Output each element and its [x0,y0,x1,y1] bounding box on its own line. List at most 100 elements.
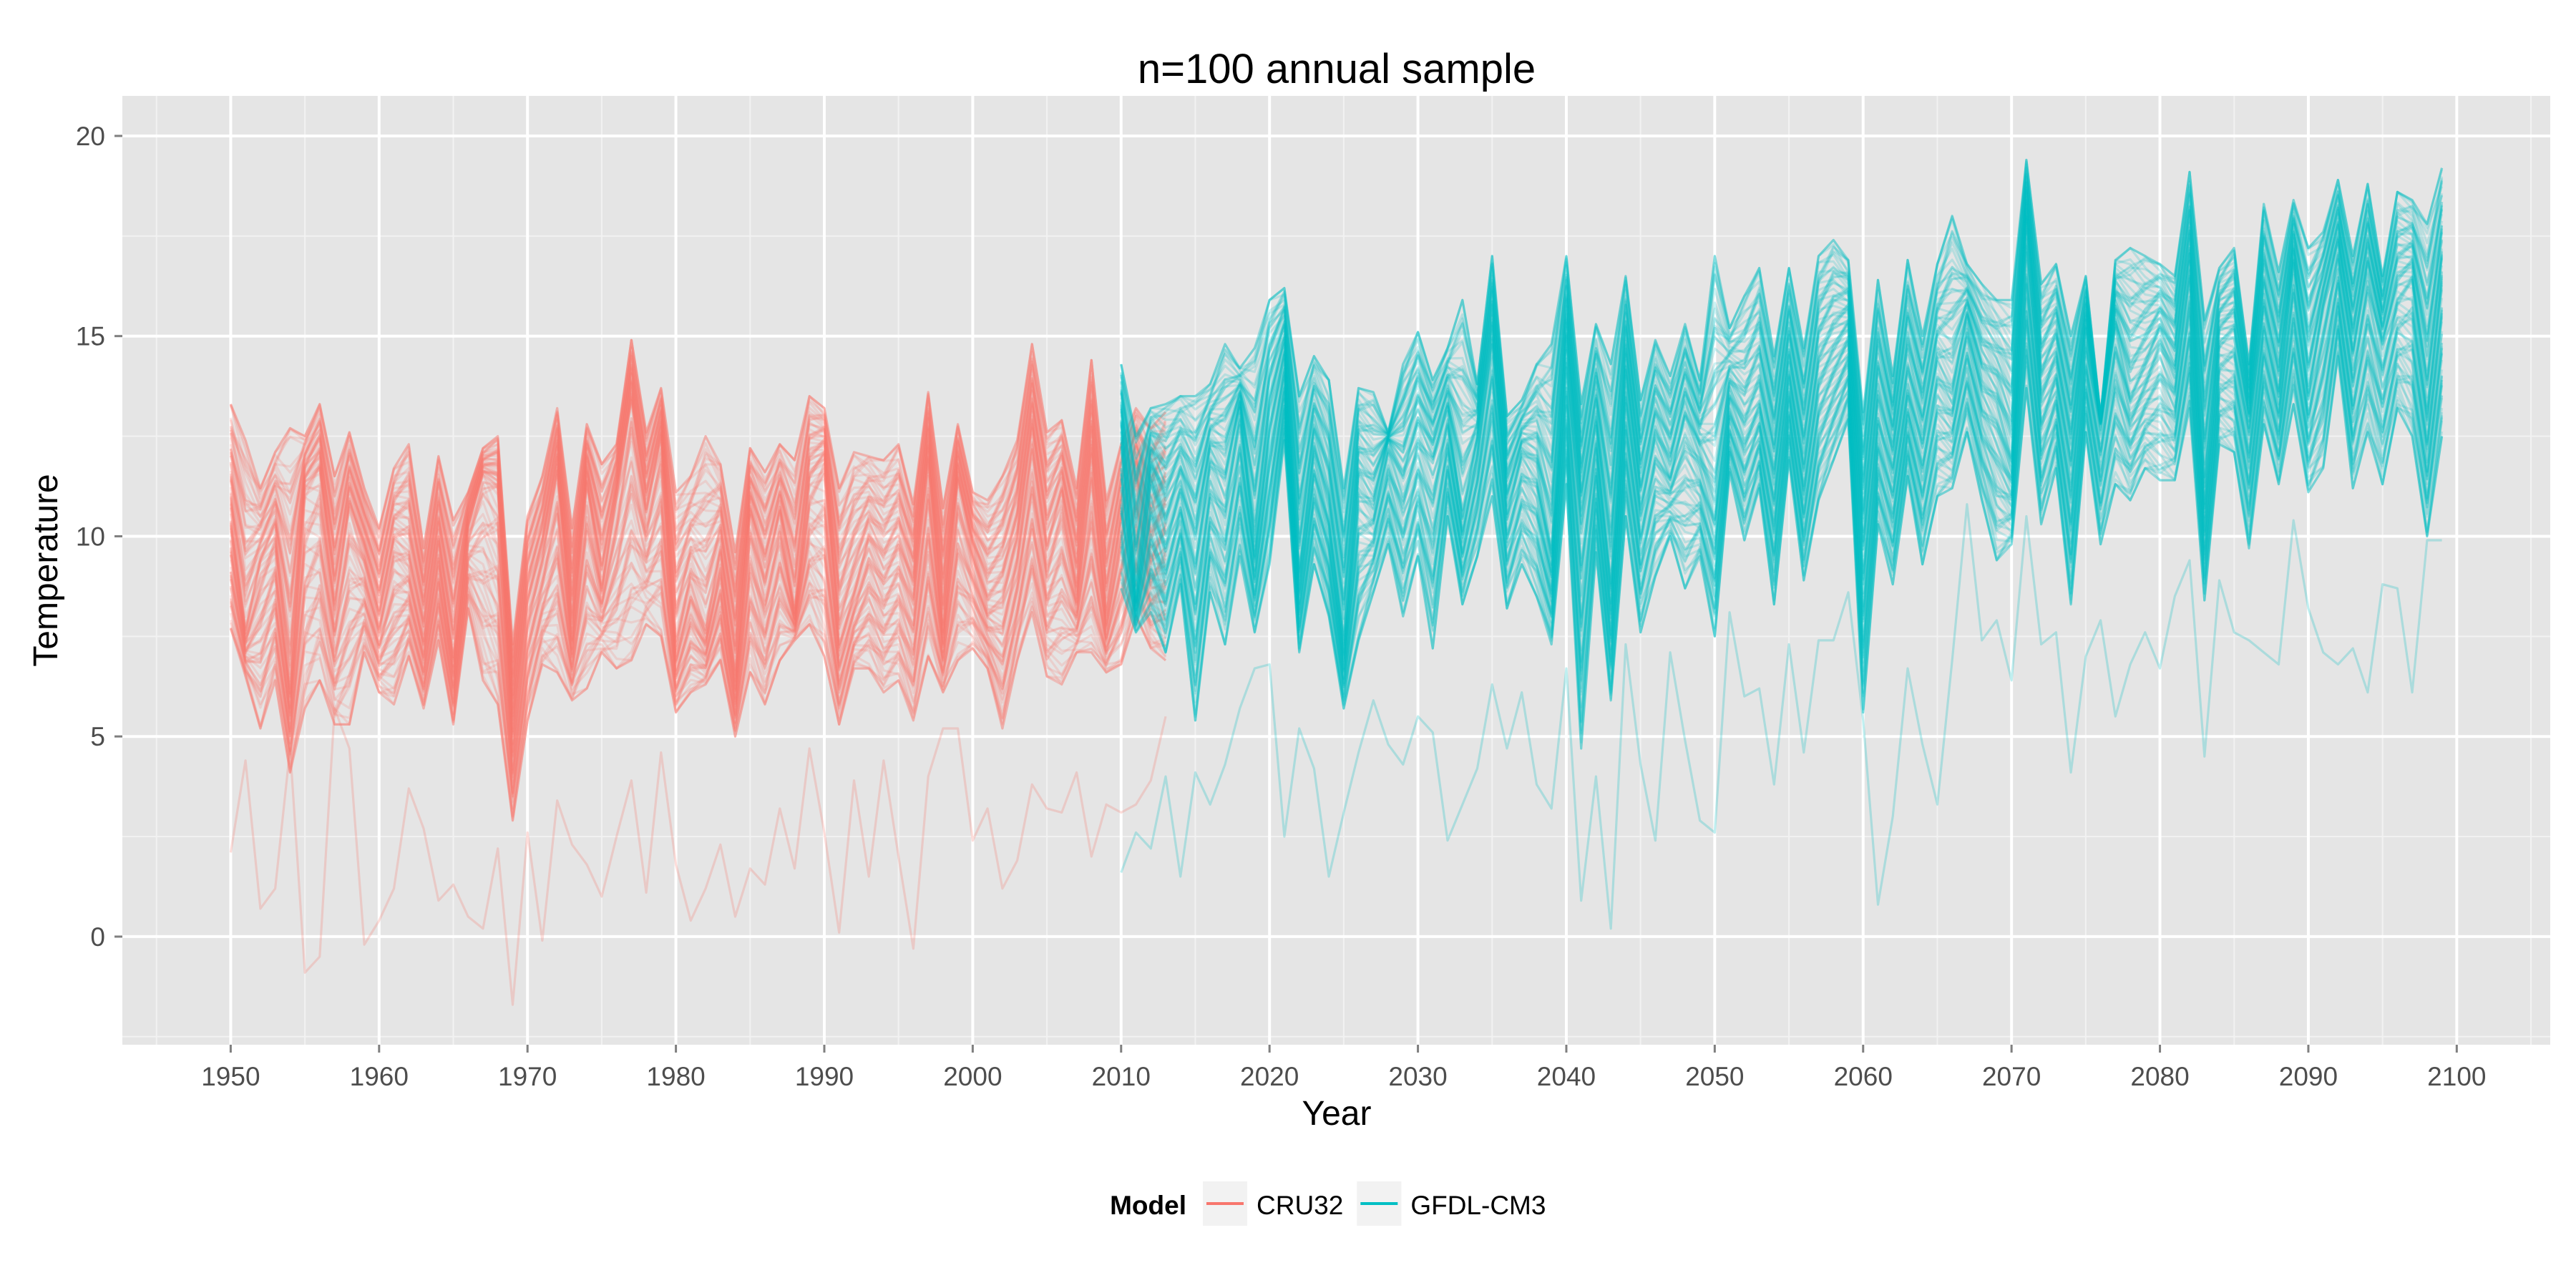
series-line [1120,180,2444,536]
series-line [1120,201,2444,654]
series-line [1120,353,2444,750]
series-line [1120,344,2444,743]
series-line [229,452,1167,733]
series-line [229,389,1167,719]
series-line [1120,247,2444,633]
series-layer [229,158,2444,1006]
series-line [229,425,1167,714]
series-line [229,381,1167,718]
series-line [1120,328,2444,695]
series-line [229,343,1167,681]
series-line [229,448,1167,778]
series-line [229,364,1166,675]
y-tick-label: 10 [76,522,105,551]
series-line [229,426,1167,758]
series-line [229,383,1167,730]
series-line [1120,278,2444,646]
series-line [229,379,1166,699]
series-line [229,366,1166,663]
series-line [229,480,1167,784]
series-line [229,379,1167,718]
series-line [1120,355,2444,750]
grid-major [122,96,2550,1045]
legend-entry-cru32: CRU32 [1201,1180,1343,1227]
series-line [1120,318,2444,681]
x-tick-label: 1960 [350,1062,409,1091]
series-line [229,579,1167,797]
series-line [229,567,1166,822]
series-line [229,430,1166,715]
series-line [229,403,1167,738]
chart-title: n=100 annual sample [1138,46,1536,92]
series-line [229,522,1167,771]
series-line [1120,158,2444,535]
legend-label: CRU32 [1257,1191,1343,1220]
series-line [1120,329,2444,686]
series-line [1120,310,2444,687]
series-line [1120,175,2444,489]
series-line [229,351,1166,665]
series-line [1120,292,2444,671]
series-line [229,372,1167,711]
x-tick-label: 2100 [2427,1062,2486,1091]
series-line [1120,160,2444,497]
series-line [1120,169,2444,489]
series-line [1120,329,2444,722]
series-line [229,426,1167,766]
series-line [1120,211,2444,643]
series-line [1120,202,2444,608]
x-tick-label: 2030 [1388,1062,1447,1091]
series-line [1120,351,2444,734]
series-line [229,501,1167,776]
x-tick-label: 1980 [646,1062,705,1091]
series-line [1120,203,2444,538]
series-line [229,353,1167,646]
series-line [229,558,1166,821]
series-line [1120,329,2444,722]
x-axis-title: Year [1302,1095,1372,1133]
x-tick-label: 2090 [2279,1062,2338,1091]
series-line [1120,275,2444,688]
series-line [229,368,1167,679]
series-line [1120,175,2444,509]
series-line [1120,180,2444,611]
series-line [229,338,1166,646]
series-line-outlier [1120,503,2442,930]
series-line [229,530,1166,803]
x-tick-label: 2070 [1982,1062,2041,1091]
series-line [1120,311,2444,722]
series-line [229,379,1166,686]
grid-minor [122,96,2550,1045]
series-line [229,419,1167,756]
series-line [1120,208,2444,555]
series-line [1120,244,2444,601]
series-line [1120,158,2444,559]
series-line [229,522,1167,818]
series-line [229,456,1166,774]
series-line [1120,217,2444,670]
series-line [1120,172,2444,577]
series-line [229,350,1166,651]
y-axis-title: Temperature [27,474,65,666]
series-line [229,585,1167,822]
series-line [229,416,1166,733]
x-tick-label: 2000 [943,1062,1002,1091]
series-line [1120,328,2444,722]
series-line [229,494,1166,753]
series-line [229,414,1167,738]
series-line [229,396,1166,696]
series-line [229,392,1167,733]
x-axis: 1950 1960 1970 1980 1990 2000 2010 2020 2030 2040… [201,1045,2486,1091]
legend-label: GFDL-CM3 [1410,1191,1546,1220]
series-line [229,338,1166,646]
series-line [229,486,1167,753]
series-line [1120,280,2444,660]
series-line [229,540,1166,819]
series-line [1120,163,2444,574]
series-line [1120,201,2444,572]
series-line [229,343,1167,662]
series-line [1120,214,2444,663]
y-tick-label: 15 [76,322,105,351]
series-line [1120,192,2444,611]
